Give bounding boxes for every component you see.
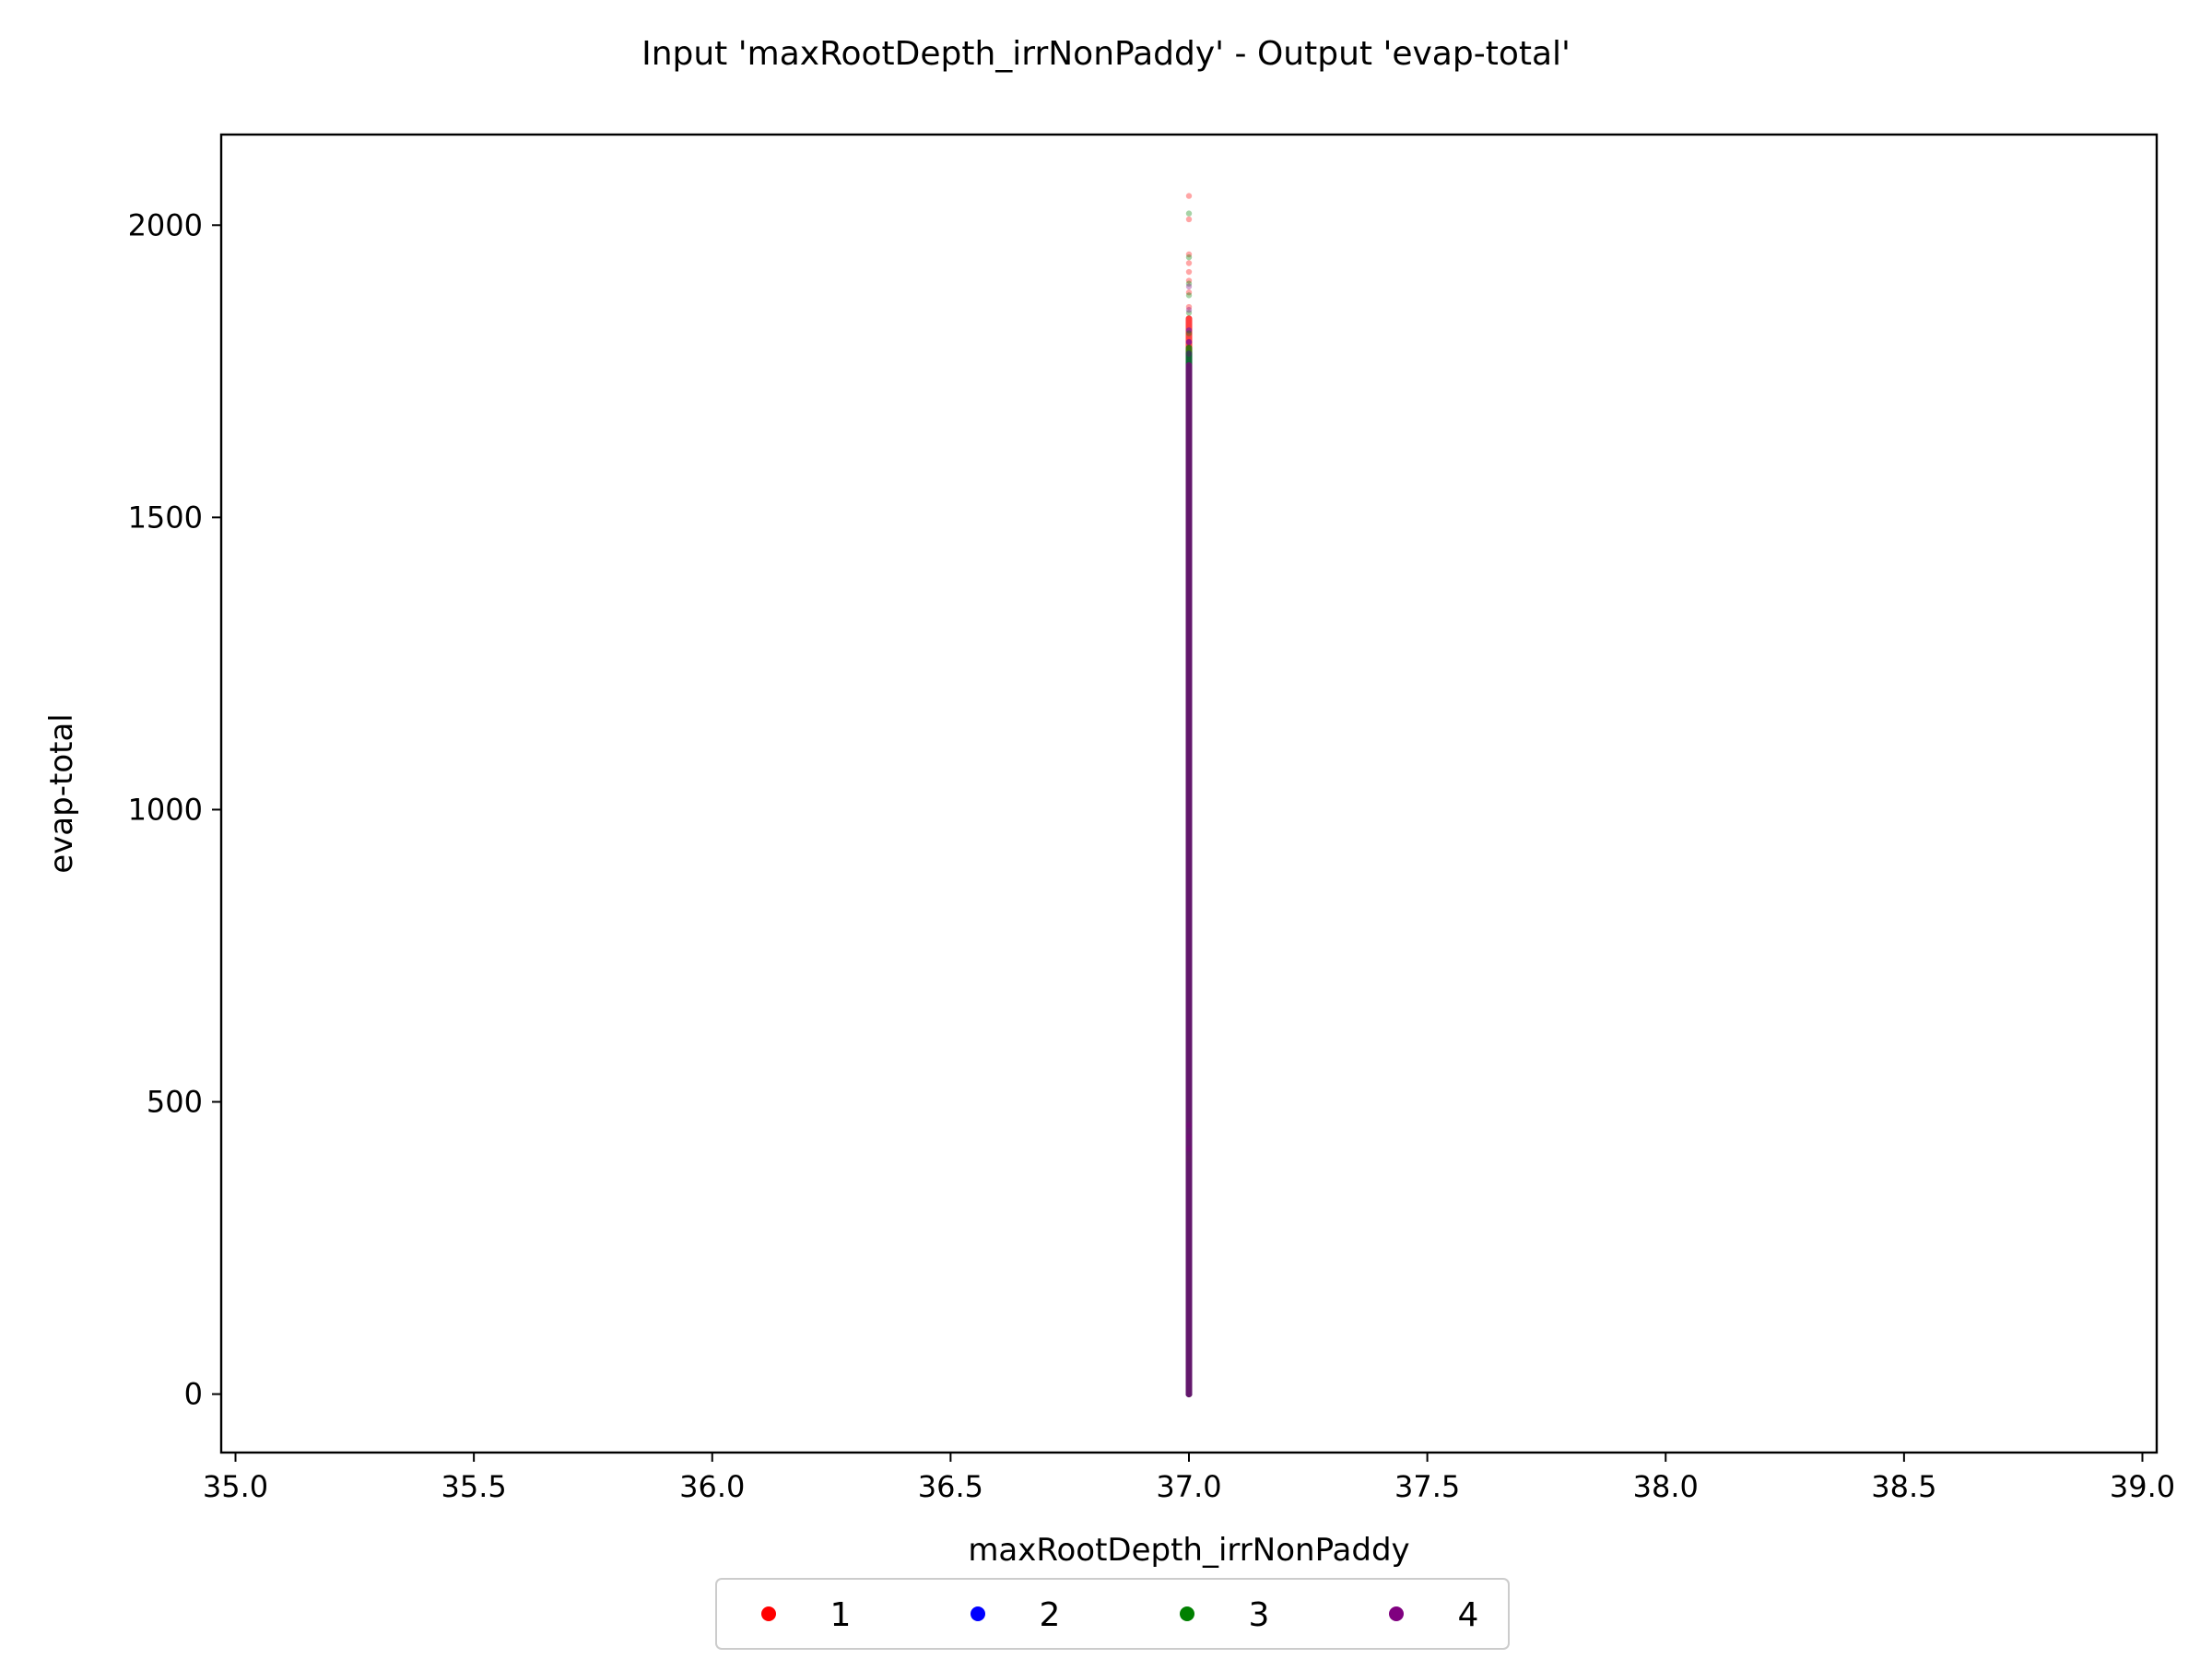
series-1-point xyxy=(1185,303,1193,311)
y-tick-label: 500 xyxy=(147,1085,203,1120)
legend-label-2: 2 xyxy=(1040,1596,1061,1634)
series-4-point xyxy=(1185,1146,1193,1152)
series-4-points xyxy=(1185,283,1193,1398)
series-3-point xyxy=(1185,253,1193,261)
series-3-point xyxy=(1185,310,1193,316)
series-4-point xyxy=(1185,1134,1193,1140)
series-1-point xyxy=(1185,289,1193,296)
legend-label-1: 1 xyxy=(830,1596,852,1634)
series-1-point xyxy=(1185,277,1193,284)
series-4-point xyxy=(1185,283,1193,290)
series-3-point xyxy=(1185,330,1193,336)
x-tick-label: 35.0 xyxy=(203,1469,268,1504)
y-axis-label: evap-total xyxy=(43,713,80,873)
series-4-point xyxy=(1185,338,1193,346)
x-tick-label: 36.5 xyxy=(918,1469,983,1504)
legend-box xyxy=(715,1578,1510,1650)
series-2-point xyxy=(1185,338,1193,346)
y-axis-ticks: 0 500 1000 1500 2000 xyxy=(128,207,221,1412)
series-1-point xyxy=(1185,260,1193,266)
series-4-point xyxy=(1185,1122,1193,1129)
legend: 1 2 3 4 xyxy=(715,1578,1510,1650)
legend-label-3: 3 xyxy=(1249,1596,1270,1634)
x-tick-label: 37.0 xyxy=(1156,1469,1221,1504)
series-3-point xyxy=(1185,280,1193,287)
points-layer xyxy=(1185,193,1193,1398)
series-1-point xyxy=(1185,193,1193,199)
x-tick-label: 38.5 xyxy=(1871,1469,1936,1504)
legend-marker-3 xyxy=(1180,1606,1194,1621)
series-4-point xyxy=(1185,350,1193,358)
legend-marker-2 xyxy=(971,1606,985,1621)
legend-label-4: 4 xyxy=(1458,1596,1479,1634)
y-tick-label: 2000 xyxy=(128,207,203,242)
y-tick-label: 1500 xyxy=(128,500,203,535)
x-tick-label: 38.0 xyxy=(1633,1469,1699,1504)
series-1-point xyxy=(1185,216,1193,223)
x-axis-label: maxRootDepth_irrNonPaddy xyxy=(968,1532,1409,1569)
series-2-point xyxy=(1185,327,1193,334)
y-tick-label: 1000 xyxy=(128,792,203,827)
x-tick-label: 36.0 xyxy=(679,1469,745,1504)
x-tick-label: 37.5 xyxy=(1394,1469,1460,1504)
series-4-point xyxy=(1185,307,1193,313)
series-3-point xyxy=(1185,292,1193,299)
chart-title: Input 'maxRootDepth_irrNonPaddy' - Outpu… xyxy=(641,35,1571,73)
y-tick-label: 0 xyxy=(184,1377,203,1412)
legend-marker-4 xyxy=(1389,1606,1404,1621)
series-1-point xyxy=(1185,268,1193,276)
series-1-point xyxy=(1185,251,1193,258)
x-tick-label: 35.5 xyxy=(441,1469,507,1504)
x-axis-ticks: 35.0 35.5 36.0 36.5 37.0 37.5 38.0 38.5 39.0 xyxy=(203,1453,2175,1504)
x-tick-label: 39.0 xyxy=(2110,1469,2175,1504)
series-3-point xyxy=(1185,210,1193,217)
legend-marker-1 xyxy=(761,1606,776,1621)
